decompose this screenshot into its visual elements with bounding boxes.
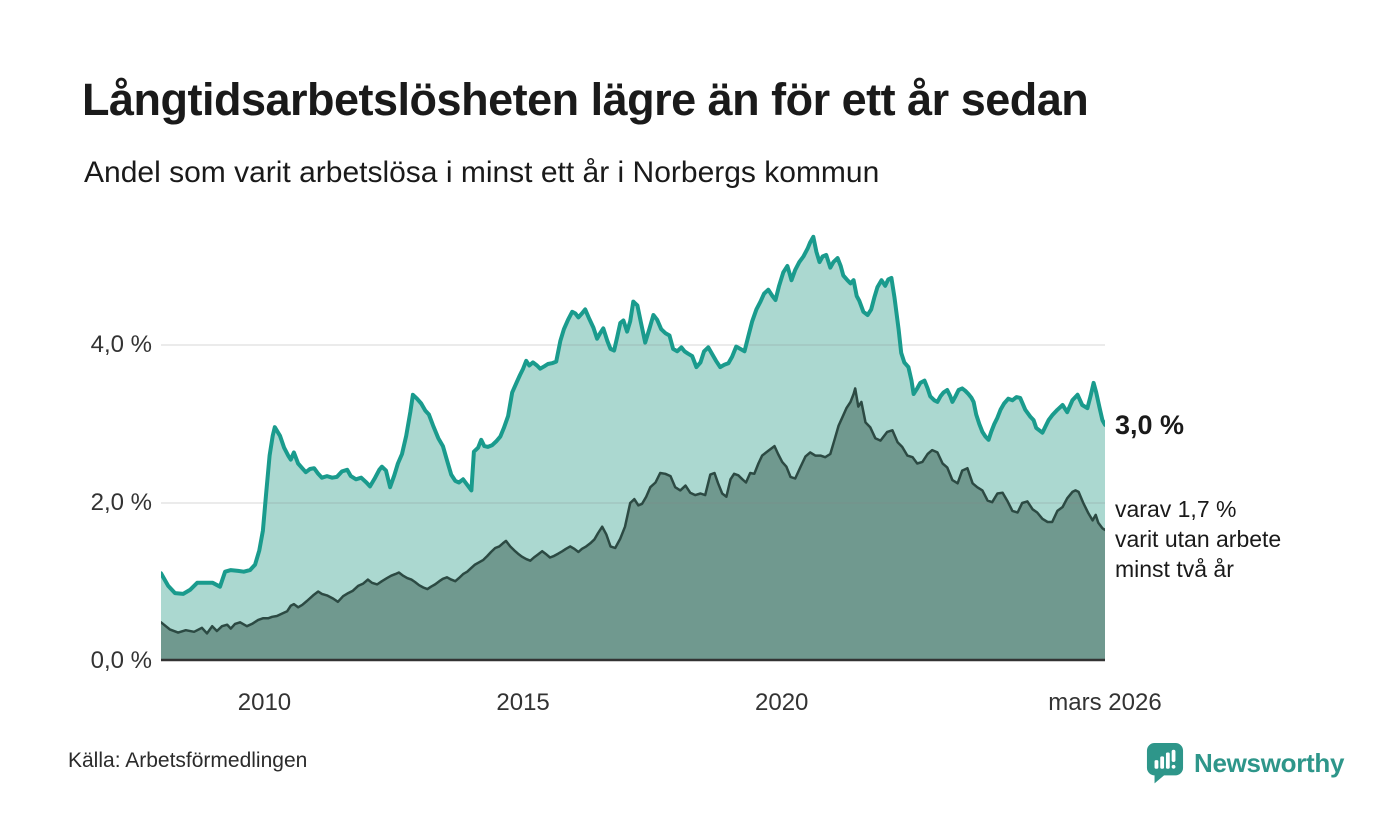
bar-chart-speech-bubble-icon — [1146, 743, 1184, 784]
x-tick-label: 2020 — [755, 689, 809, 716]
x-tick-label: mars 2026 — [1048, 689, 1162, 716]
series2-end-label-line2: varit utan arbete — [1115, 526, 1282, 552]
series2-end-label-line1: varav 1,7 % — [1115, 496, 1237, 522]
series-min-two-years-area — [161, 388, 1105, 661]
chart-areas — [161, 236, 1105, 662]
x-tick-label: 2015 — [496, 689, 550, 716]
series2-end-label-line3: minst två år — [1115, 556, 1234, 582]
brand-name: Newsworthy — [1194, 747, 1345, 778]
page-title: Långtidsarbetslösheten lägre än för ett … — [82, 74, 1089, 125]
x-tick-label: 2010 — [237, 689, 292, 716]
series-min-one-year-line — [161, 234, 1105, 596]
series-min-two-years-line — [161, 387, 1105, 635]
series2-end-value-label: varav 1,7 % varit utan arbete minst två … — [1115, 494, 1281, 584]
y-tick-label: 4,0 % — [90, 331, 152, 358]
series1-end-value-label: 3,0 % — [1115, 410, 1185, 440]
chart-lines — [161, 234, 1105, 635]
area-chart-plot — [161, 234, 1105, 662]
y-tick-label: 2,0 % — [90, 489, 152, 516]
page-subtitle: Andel som varit arbetslösa i minst ett å… — [84, 156, 880, 189]
chart-gridlines — [161, 344, 1105, 504]
newsworthy-logo: Newsworthy — [1146, 742, 1344, 784]
source-attribution: Källa: Arbetsförmedlingen — [68, 749, 308, 772]
y-tick-label: 0,0 % — [90, 647, 152, 674]
